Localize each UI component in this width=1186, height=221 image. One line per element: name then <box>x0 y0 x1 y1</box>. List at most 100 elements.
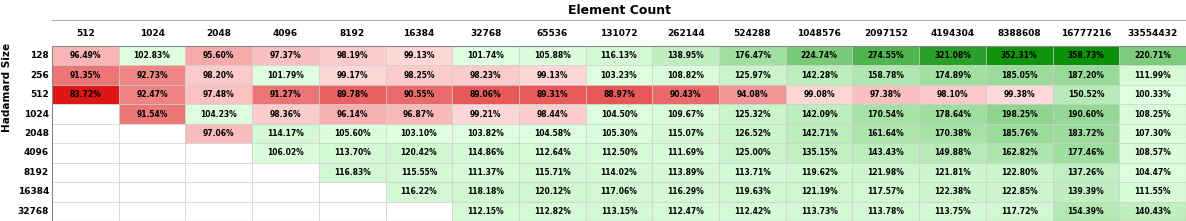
Text: 32768: 32768 <box>18 207 49 216</box>
Bar <box>1120 163 1186 182</box>
Bar <box>52 104 119 124</box>
Bar <box>1053 124 1120 143</box>
Text: 98.23%: 98.23% <box>470 71 502 80</box>
Bar <box>1120 124 1186 143</box>
Text: 111.37%: 111.37% <box>467 168 504 177</box>
Text: 183.72%: 183.72% <box>1067 129 1104 138</box>
Text: 117.06%: 117.06% <box>600 187 637 196</box>
Bar <box>586 182 652 202</box>
Text: 105.30%: 105.30% <box>600 129 637 138</box>
Bar <box>385 143 452 163</box>
Bar <box>385 65 452 85</box>
Text: 103.10%: 103.10% <box>401 129 438 138</box>
Text: 91.54%: 91.54% <box>136 110 167 118</box>
Bar <box>919 124 986 143</box>
Text: 102.83%: 102.83% <box>134 51 171 60</box>
Text: 112.42%: 112.42% <box>734 207 771 216</box>
Text: 358.73%: 358.73% <box>1067 51 1104 60</box>
Text: 262144: 262144 <box>667 29 704 38</box>
Text: 2048: 2048 <box>24 129 49 138</box>
Bar <box>452 65 519 85</box>
Text: 150.52%: 150.52% <box>1067 90 1104 99</box>
Text: 117.72%: 117.72% <box>1001 207 1038 216</box>
Bar <box>52 85 119 104</box>
Bar <box>986 202 1053 221</box>
Bar <box>986 46 1053 65</box>
Text: 125.97%: 125.97% <box>734 71 771 80</box>
Bar <box>452 124 519 143</box>
Bar <box>853 104 919 124</box>
Text: 112.47%: 112.47% <box>668 207 704 216</box>
Bar <box>719 124 786 143</box>
Text: 104.23%: 104.23% <box>200 110 237 118</box>
Text: 112.15%: 112.15% <box>467 207 504 216</box>
Text: 274.55%: 274.55% <box>867 51 904 60</box>
Text: 97.06%: 97.06% <box>203 129 235 138</box>
Bar <box>319 182 385 202</box>
Bar <box>52 65 119 85</box>
Bar <box>853 65 919 85</box>
Text: 99.13%: 99.13% <box>536 71 568 80</box>
Text: 99.13%: 99.13% <box>403 51 434 60</box>
Bar <box>652 182 719 202</box>
Text: 108.25%: 108.25% <box>1134 110 1171 118</box>
Bar <box>919 104 986 124</box>
Bar <box>253 163 319 182</box>
Text: 112.64%: 112.64% <box>534 149 570 157</box>
Bar <box>319 65 385 85</box>
Bar <box>986 104 1053 124</box>
Bar <box>1053 85 1120 104</box>
Text: 121.81%: 121.81% <box>935 168 971 177</box>
Bar <box>919 85 986 104</box>
Text: 101.74%: 101.74% <box>467 51 504 60</box>
Text: 111.55%: 111.55% <box>1134 187 1171 196</box>
Text: 122.80%: 122.80% <box>1001 168 1038 177</box>
Bar <box>986 85 1053 104</box>
Bar <box>586 163 652 182</box>
Text: 90.43%: 90.43% <box>670 90 701 99</box>
Text: 224.74%: 224.74% <box>801 51 837 60</box>
Text: 122.85%: 122.85% <box>1001 187 1038 196</box>
Text: 107.30%: 107.30% <box>1134 129 1171 138</box>
Bar <box>385 104 452 124</box>
Bar <box>452 143 519 163</box>
Bar <box>119 65 185 85</box>
Text: 162.82%: 162.82% <box>1001 149 1038 157</box>
Bar <box>185 46 253 65</box>
Text: 92.47%: 92.47% <box>136 90 168 99</box>
Text: 104.47%: 104.47% <box>1134 168 1171 177</box>
Bar <box>1053 65 1120 85</box>
Bar <box>253 46 319 65</box>
Text: 187.20%: 187.20% <box>1067 71 1104 80</box>
Bar <box>586 46 652 65</box>
Bar <box>452 163 519 182</box>
Text: 103.23%: 103.23% <box>600 71 637 80</box>
Text: 105.88%: 105.88% <box>534 51 570 60</box>
Bar <box>919 46 986 65</box>
Bar <box>119 46 185 65</box>
Bar <box>719 163 786 182</box>
Bar <box>652 104 719 124</box>
Text: 97.38%: 97.38% <box>871 90 901 99</box>
Text: 104.58%: 104.58% <box>534 129 570 138</box>
Bar <box>853 124 919 143</box>
Bar <box>1053 202 1120 221</box>
Text: 115.07%: 115.07% <box>668 129 704 138</box>
Bar <box>52 163 119 182</box>
Text: 113.15%: 113.15% <box>600 207 637 216</box>
Bar <box>1053 182 1120 202</box>
Text: 16384: 16384 <box>403 29 434 38</box>
Text: 2097152: 2097152 <box>863 29 907 38</box>
Text: 170.54%: 170.54% <box>867 110 904 118</box>
Text: 116.83%: 116.83% <box>333 168 370 177</box>
Bar <box>253 202 319 221</box>
Bar <box>1120 143 1186 163</box>
Text: 512: 512 <box>31 90 49 99</box>
Text: 90.55%: 90.55% <box>403 90 434 99</box>
Bar <box>519 143 586 163</box>
Text: 8192: 8192 <box>24 168 49 177</box>
Text: 98.10%: 98.10% <box>937 90 968 99</box>
Text: 120.42%: 120.42% <box>401 149 438 157</box>
Text: 116.22%: 116.22% <box>401 187 438 196</box>
Text: 170.38%: 170.38% <box>935 129 971 138</box>
